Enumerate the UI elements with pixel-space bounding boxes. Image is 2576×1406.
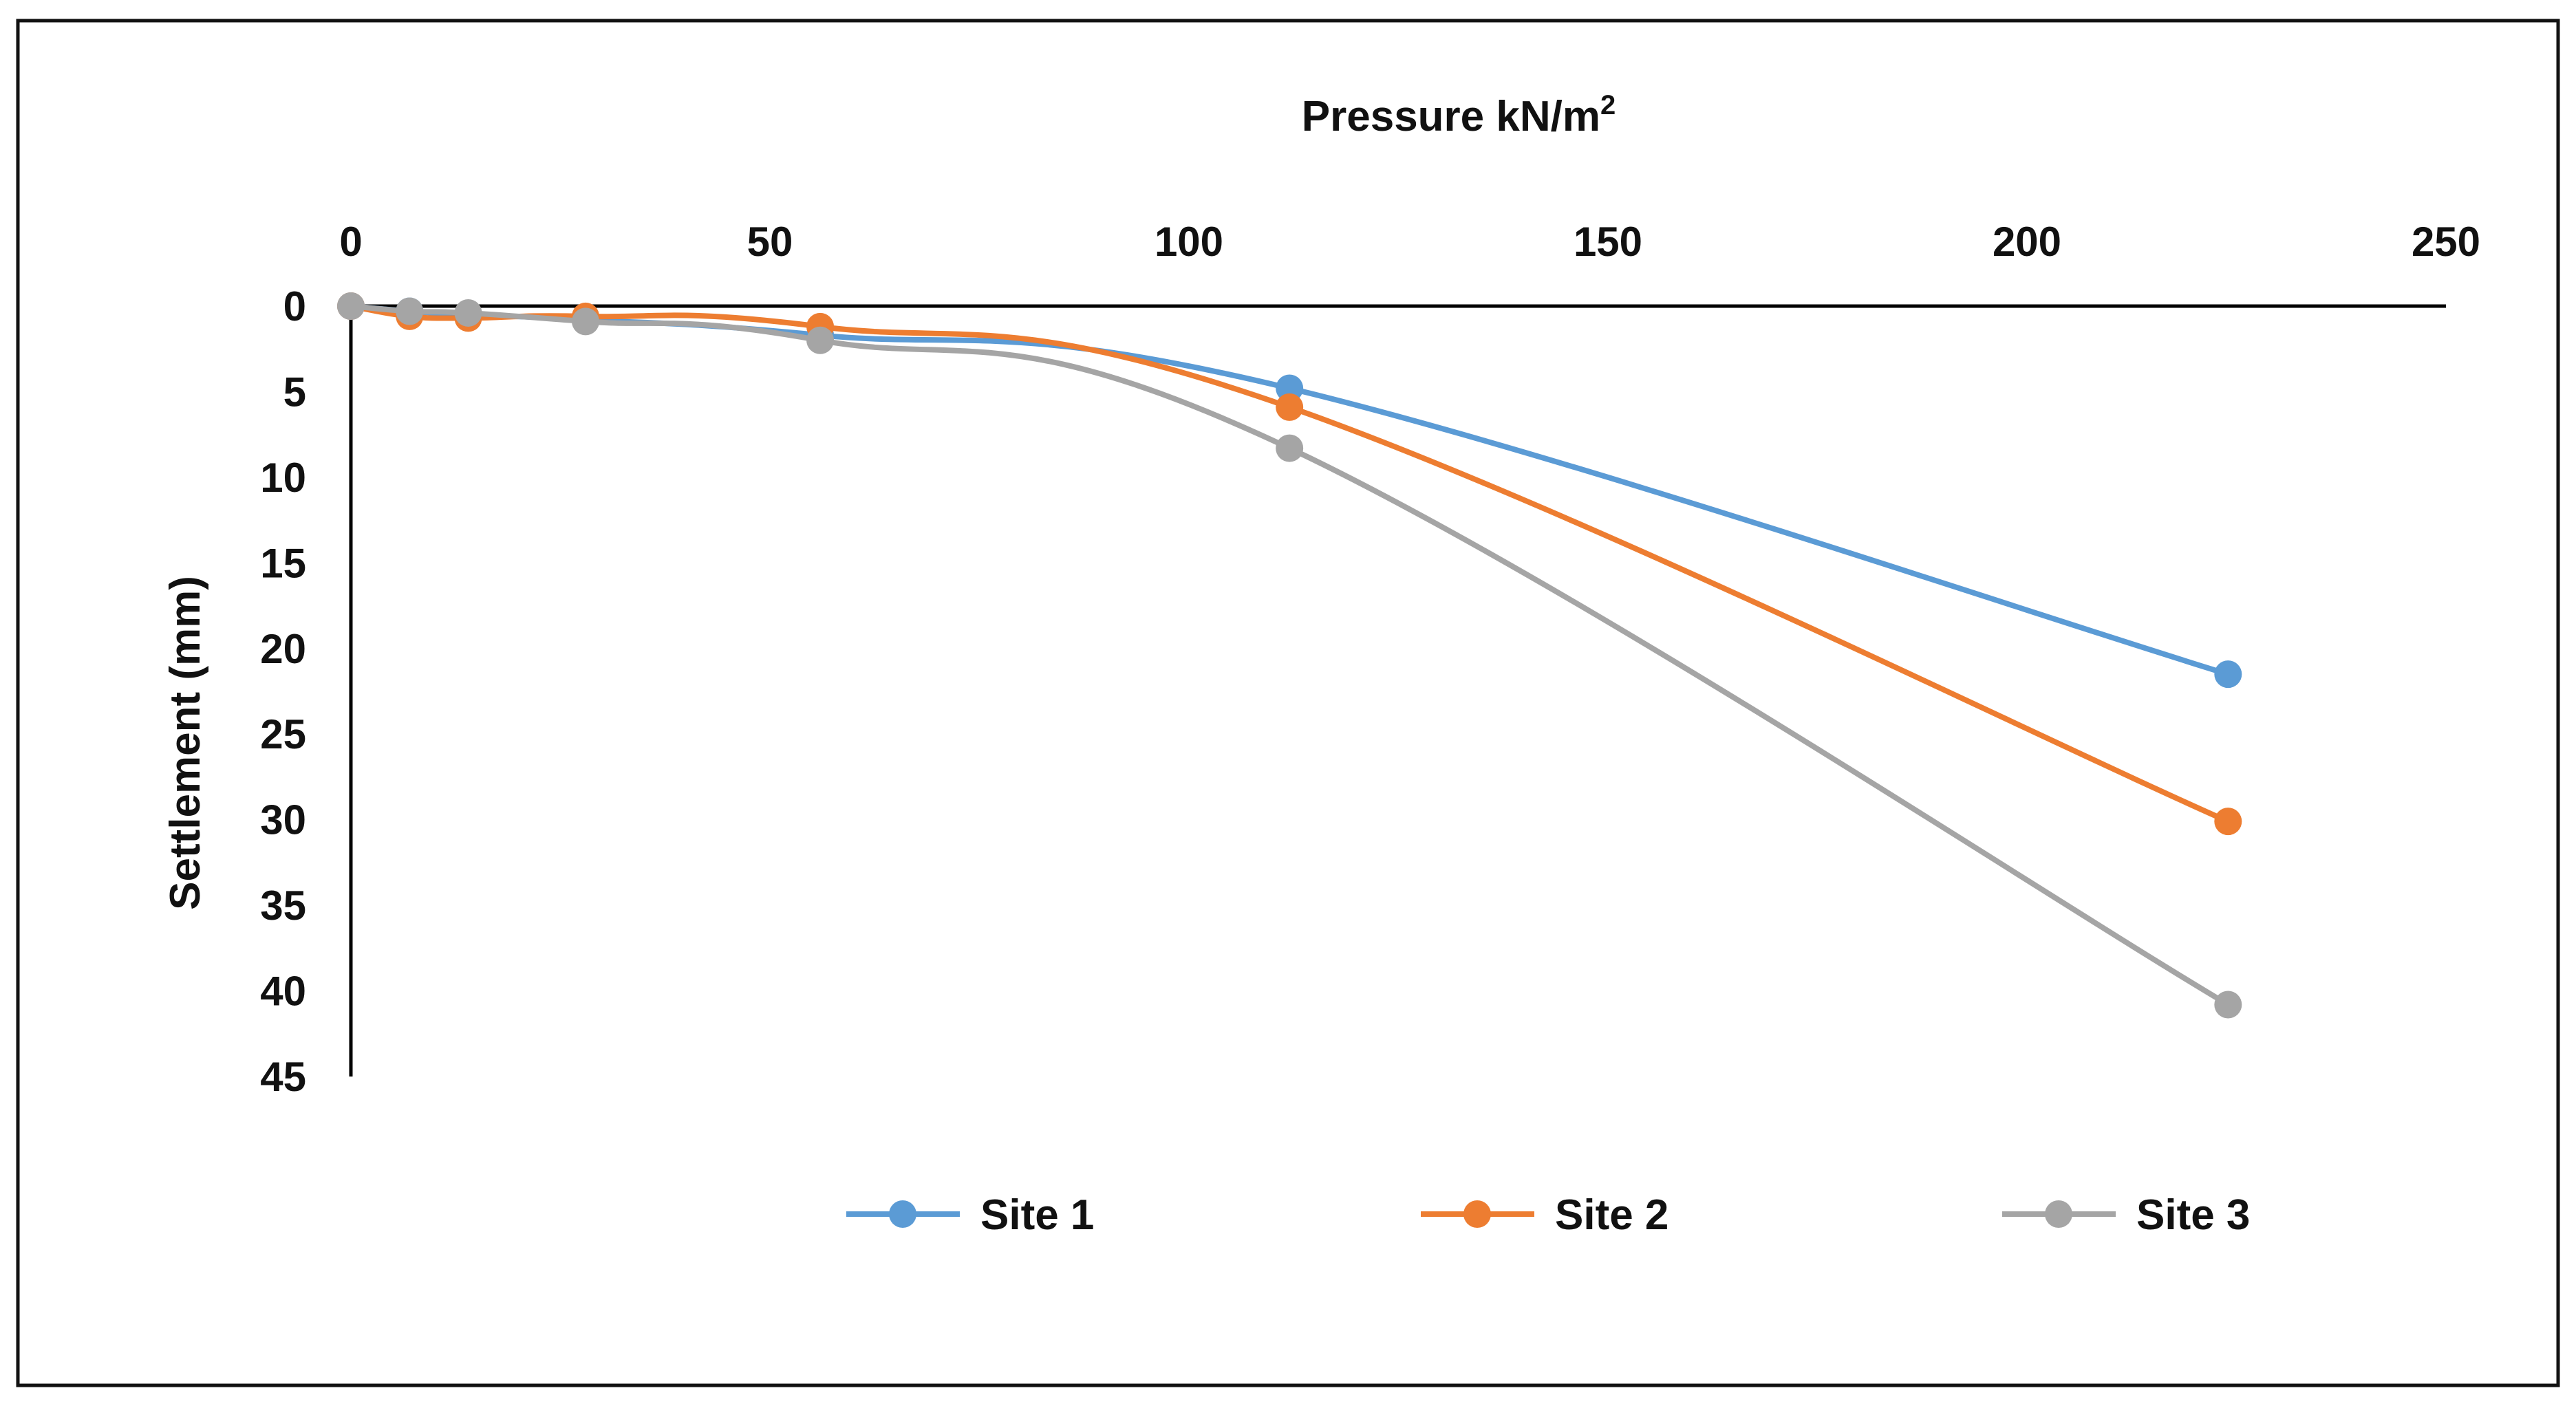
data-point [396, 297, 424, 325]
data-point [2214, 808, 2242, 836]
data-point [337, 292, 365, 320]
x-tick-label: 250 [2412, 219, 2480, 265]
data-point [1276, 393, 1304, 421]
legend-swatch-marker [1463, 1200, 1491, 1228]
x-tick-label: 0 [339, 219, 362, 265]
legend-item-site-1: Site 1 [846, 1191, 1094, 1239]
y-tick-label: 30 [260, 797, 306, 843]
x-tick-label: 150 [1574, 219, 1642, 265]
legend-label: Site 1 [980, 1191, 1094, 1239]
y-tick-label: 45 [260, 1054, 306, 1100]
y-tick-label: 35 [260, 883, 306, 929]
x-tick-label: 200 [1993, 219, 2061, 265]
y-tick-label: 20 [260, 626, 306, 672]
series-site-3 [337, 292, 2242, 1019]
legend-swatch-marker [889, 1200, 916, 1228]
legend-label: Site 3 [2136, 1191, 2250, 1239]
data-point [572, 307, 600, 336]
series-layer [337, 292, 2242, 1019]
y-tick-label: 5 [283, 369, 306, 415]
legend-item-site-2: Site 2 [1421, 1191, 1668, 1239]
y-tick-label: 15 [260, 540, 306, 586]
y-tick-label: 0 [283, 283, 306, 329]
y-tick-label: 25 [260, 711, 306, 757]
data-point [2214, 991, 2242, 1019]
y-tick-label: 40 [260, 969, 306, 1015]
x-axis-title-superscript: 2 [1600, 90, 1616, 120]
x-axis-title: Pressure kN/m2 [1302, 90, 1616, 140]
legend-label: Site 2 [1555, 1191, 1668, 1239]
legend-swatch-marker [2045, 1200, 2072, 1228]
data-point [806, 326, 835, 354]
data-point [1276, 374, 1304, 402]
data-point [454, 299, 482, 327]
x-tick-label: 50 [747, 219, 793, 265]
data-point [2214, 660, 2242, 689]
legend: Site 1 Site 2 Site 3 [846, 1191, 2250, 1239]
x-tick-label: 100 [1155, 219, 1223, 265]
chart-border [16, 19, 2560, 1387]
y-tick-label: 10 [260, 455, 306, 501]
data-point [1276, 434, 1304, 462]
legend-item-site-3: Site 3 [2002, 1191, 2250, 1239]
y-axis-title: Settlement (mm) [162, 576, 209, 910]
x-axis-title-text: Pressure kN/m [1302, 93, 1600, 140]
x-tick-labels: 0 50 100 150 200 250 [339, 219, 2480, 265]
y-tick-labels: 0 5 10 15 20 25 30 35 40 45 [260, 283, 306, 1100]
